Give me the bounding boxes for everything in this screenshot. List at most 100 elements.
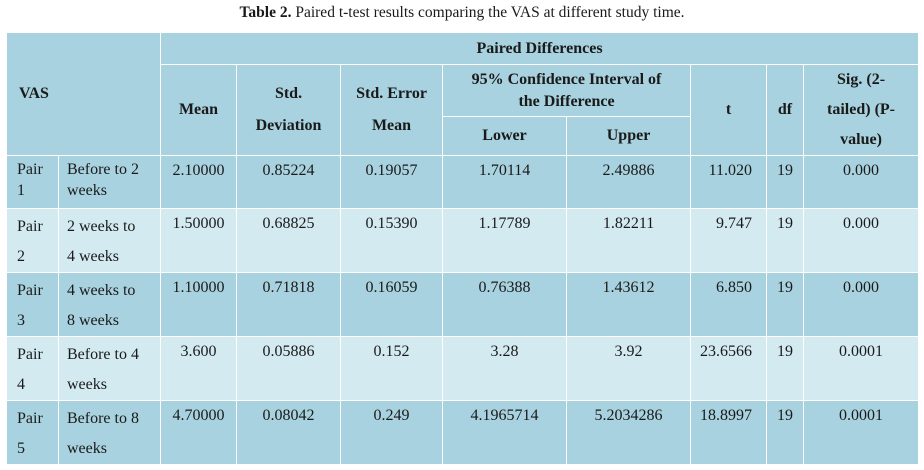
t-cell: 9.747 (690, 208, 768, 273)
pair-description: Before to 2 weeks (57, 155, 162, 209)
pair-description-line1: 4 weeks to (67, 282, 136, 299)
pair-description-line1: Before to 8 (67, 410, 139, 427)
mean-cell: 4.70000 (160, 400, 238, 465)
mean-cell: 1.50000 (160, 208, 238, 273)
pair-label-line2: 3 (17, 312, 25, 329)
pair-description: 4 weeks to 8 weeks (57, 272, 162, 337)
pair-label: Pair 4 (6, 336, 59, 401)
std-deviation-header-line2: Deviation (255, 117, 322, 134)
pair-label-line1: Pair (17, 218, 43, 235)
std-error-cell: 0.152 (340, 336, 444, 401)
lower-cell: 3.28 (442, 336, 568, 401)
pair-label-line2: 5 (17, 440, 25, 457)
table-caption: Table 2. Paired t-test results comparing… (0, 2, 924, 24)
mean-cell: 2.10000 (160, 155, 238, 209)
upper-cell: 5.2034286 (566, 400, 692, 465)
pair-label-line1: Pair (17, 410, 43, 427)
df-header: df (766, 64, 805, 156)
lower-cell: 1.70114 (442, 155, 568, 209)
mean-cell: 1.10000 (160, 272, 238, 337)
pair-label-line2: 2 (17, 248, 25, 265)
pair-description-line1: 2 weeks to (67, 218, 136, 235)
caption-text: Paired t-test results comparing the VAS … (291, 4, 685, 21)
std-error-cell: 0.249 (340, 400, 444, 465)
t-cell: 23.6566 (690, 336, 768, 401)
upper-cell: 2.49886 (566, 155, 692, 209)
t-cell: 11.020 (690, 155, 768, 209)
upper-cell: 1.43612 (566, 272, 692, 337)
pair-description: Before to 4 weeks (57, 336, 162, 401)
sig-header-line3: value) (840, 131, 882, 148)
pair-label: Pair 1 (6, 155, 59, 209)
pair-description-line2: weeks (67, 376, 107, 393)
pair-description-line2: weeks (67, 182, 107, 199)
df-cell: 19 (766, 400, 805, 465)
std-error-cell: 0.16059 (340, 272, 444, 337)
sig-cell: 0.000 (803, 208, 920, 273)
std-deviation-cell: 0.85224 (236, 155, 342, 209)
std-deviation-cell: 0.08042 (236, 400, 342, 465)
sig-cell: 0.0001 (803, 400, 920, 465)
std-deviation-cell: 0.05886 (236, 336, 342, 401)
header-row-1: VAS Paired Differences (5, 32, 920, 156)
std-error-cell: 0.15390 (340, 208, 444, 273)
lower-cell: 0.76388 (442, 272, 568, 337)
table-row: Pair 5 Before to 8 weeks 4.70000 0.08042 0… (6, 400, 920, 465)
pair-description-line1: Before to 2 (67, 161, 139, 178)
pair-description-line2: 8 weeks (67, 312, 119, 329)
lower-cell: 1.17789 (442, 208, 568, 273)
mean-header: Mean (160, 64, 238, 156)
caption-label: Table 2. (239, 4, 292, 21)
pair-label-line2: 4 (17, 376, 25, 393)
upper-cell: 1.82211 (566, 208, 692, 273)
std-error-cell: 0.19057 (340, 155, 444, 209)
paired-ttest-table: VAS Paired Differences Mean Std. Deviatio… (5, 32, 920, 465)
pair-label: Pair 3 (6, 272, 59, 337)
header-row-2: Mean Std. Deviation Std. Error Mean 95% Co… (7, 64, 920, 156)
header-row-3: Lower Upper (7, 116, 919, 156)
ci-header-line1: 95% Confidence Interval of (471, 70, 662, 88)
ci-header-line2: the Difference (518, 92, 615, 110)
upper-cell: 3.92 (566, 336, 692, 401)
table-row: Pair 2 2 weeks to 4 weeks 1.50000 0.68825 … (6, 208, 920, 273)
lower-header: Lower (442, 116, 568, 156)
sig-header: Sig. (2- tailed) (P-value) (803, 64, 920, 156)
std-deviation-cell: 0.71818 (236, 272, 342, 337)
pair-description-line1: Before to 4 (67, 346, 139, 363)
table-row: Pair 3 4 weeks to 8 weeks 1.10000 0.71818 … (6, 272, 920, 337)
std-error-header-line2: Mean (371, 117, 412, 134)
t-cell: 18.8997 (690, 400, 768, 465)
mean-cell: 3.600 (160, 336, 238, 401)
pair-label: Pair 5 (6, 400, 59, 465)
pair-description-line2: weeks (67, 440, 107, 457)
std-deviation-header: Std. Deviation (236, 64, 342, 156)
table-row: Pair 4 Before to 4 weeks 3.600 0.05886 0.1… (6, 336, 920, 401)
pair-label-line1: Pair (17, 282, 43, 299)
lower-cell: 4.1965714 (442, 400, 568, 465)
pair-label-line2: 1 (17, 182, 25, 199)
upper-header: Upper (566, 116, 692, 156)
confidence-interval-header: 95% Confidence Interval of the Difference (442, 64, 692, 117)
paired-differences-header: Paired Differences (160, 32, 920, 65)
sig-header-line1: Sig. (2- (837, 71, 886, 88)
sig-cell: 0.0001 (803, 336, 920, 401)
table-row: Pair 1 Before to 2 weeks 2.10000 0.85224 0… (6, 155, 920, 209)
sig-header-line2: tailed) (P- (827, 101, 896, 118)
df-cell: 19 (766, 208, 805, 273)
pair-label-line1: Pair (17, 346, 43, 363)
t-cell: 6.850 (690, 272, 768, 337)
df-cell: 19 (766, 272, 805, 337)
sig-cell: 0.000 (803, 155, 920, 209)
sig-cell: 0.000 (803, 272, 920, 337)
t-header: t (690, 64, 768, 156)
pair-label: Pair 2 (6, 208, 59, 273)
vas-header: VAS (5, 32, 162, 156)
std-deviation-cell: 0.68825 (236, 208, 342, 273)
pair-description: 2 weeks to 4 weeks (57, 208, 162, 273)
df-cell: 19 (766, 155, 805, 209)
std-error-header: Std. Error Mean (340, 64, 444, 156)
df-cell: 19 (766, 336, 805, 401)
pair-label-line1: Pair (17, 161, 43, 178)
std-error-header-line1: Std. Error (356, 85, 427, 102)
pair-description-line2: 4 weeks (67, 248, 119, 265)
